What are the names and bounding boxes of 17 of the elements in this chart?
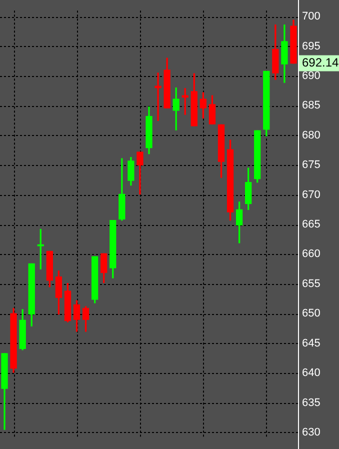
annotation: 692.14 — [302, 56, 339, 70]
y-tick-label: 680 — [302, 129, 320, 142]
y-tick-label: 670 — [302, 188, 320, 201]
y-tick-label: 645 — [302, 337, 320, 350]
y-tick-label: 690 — [302, 70, 320, 82]
candlestick — [154, 72, 162, 121]
y-tick-label: 640 — [302, 367, 320, 380]
y-tick-label: 665 — [302, 218, 320, 231]
y-tick-label: 635 — [302, 396, 320, 409]
y-tick-label: 685 — [302, 100, 320, 112]
y-tick-label: 695 — [302, 40, 320, 52]
y-tick-label: 660 — [302, 248, 320, 260]
y-tick-label: 650 — [302, 308, 320, 320]
y-tick-label: 655 — [302, 278, 320, 290]
y-tick-label: 675 — [302, 159, 320, 172]
y-tick-label: 630 — [302, 426, 320, 438]
y-tick-label: 700 — [302, 10, 320, 23]
